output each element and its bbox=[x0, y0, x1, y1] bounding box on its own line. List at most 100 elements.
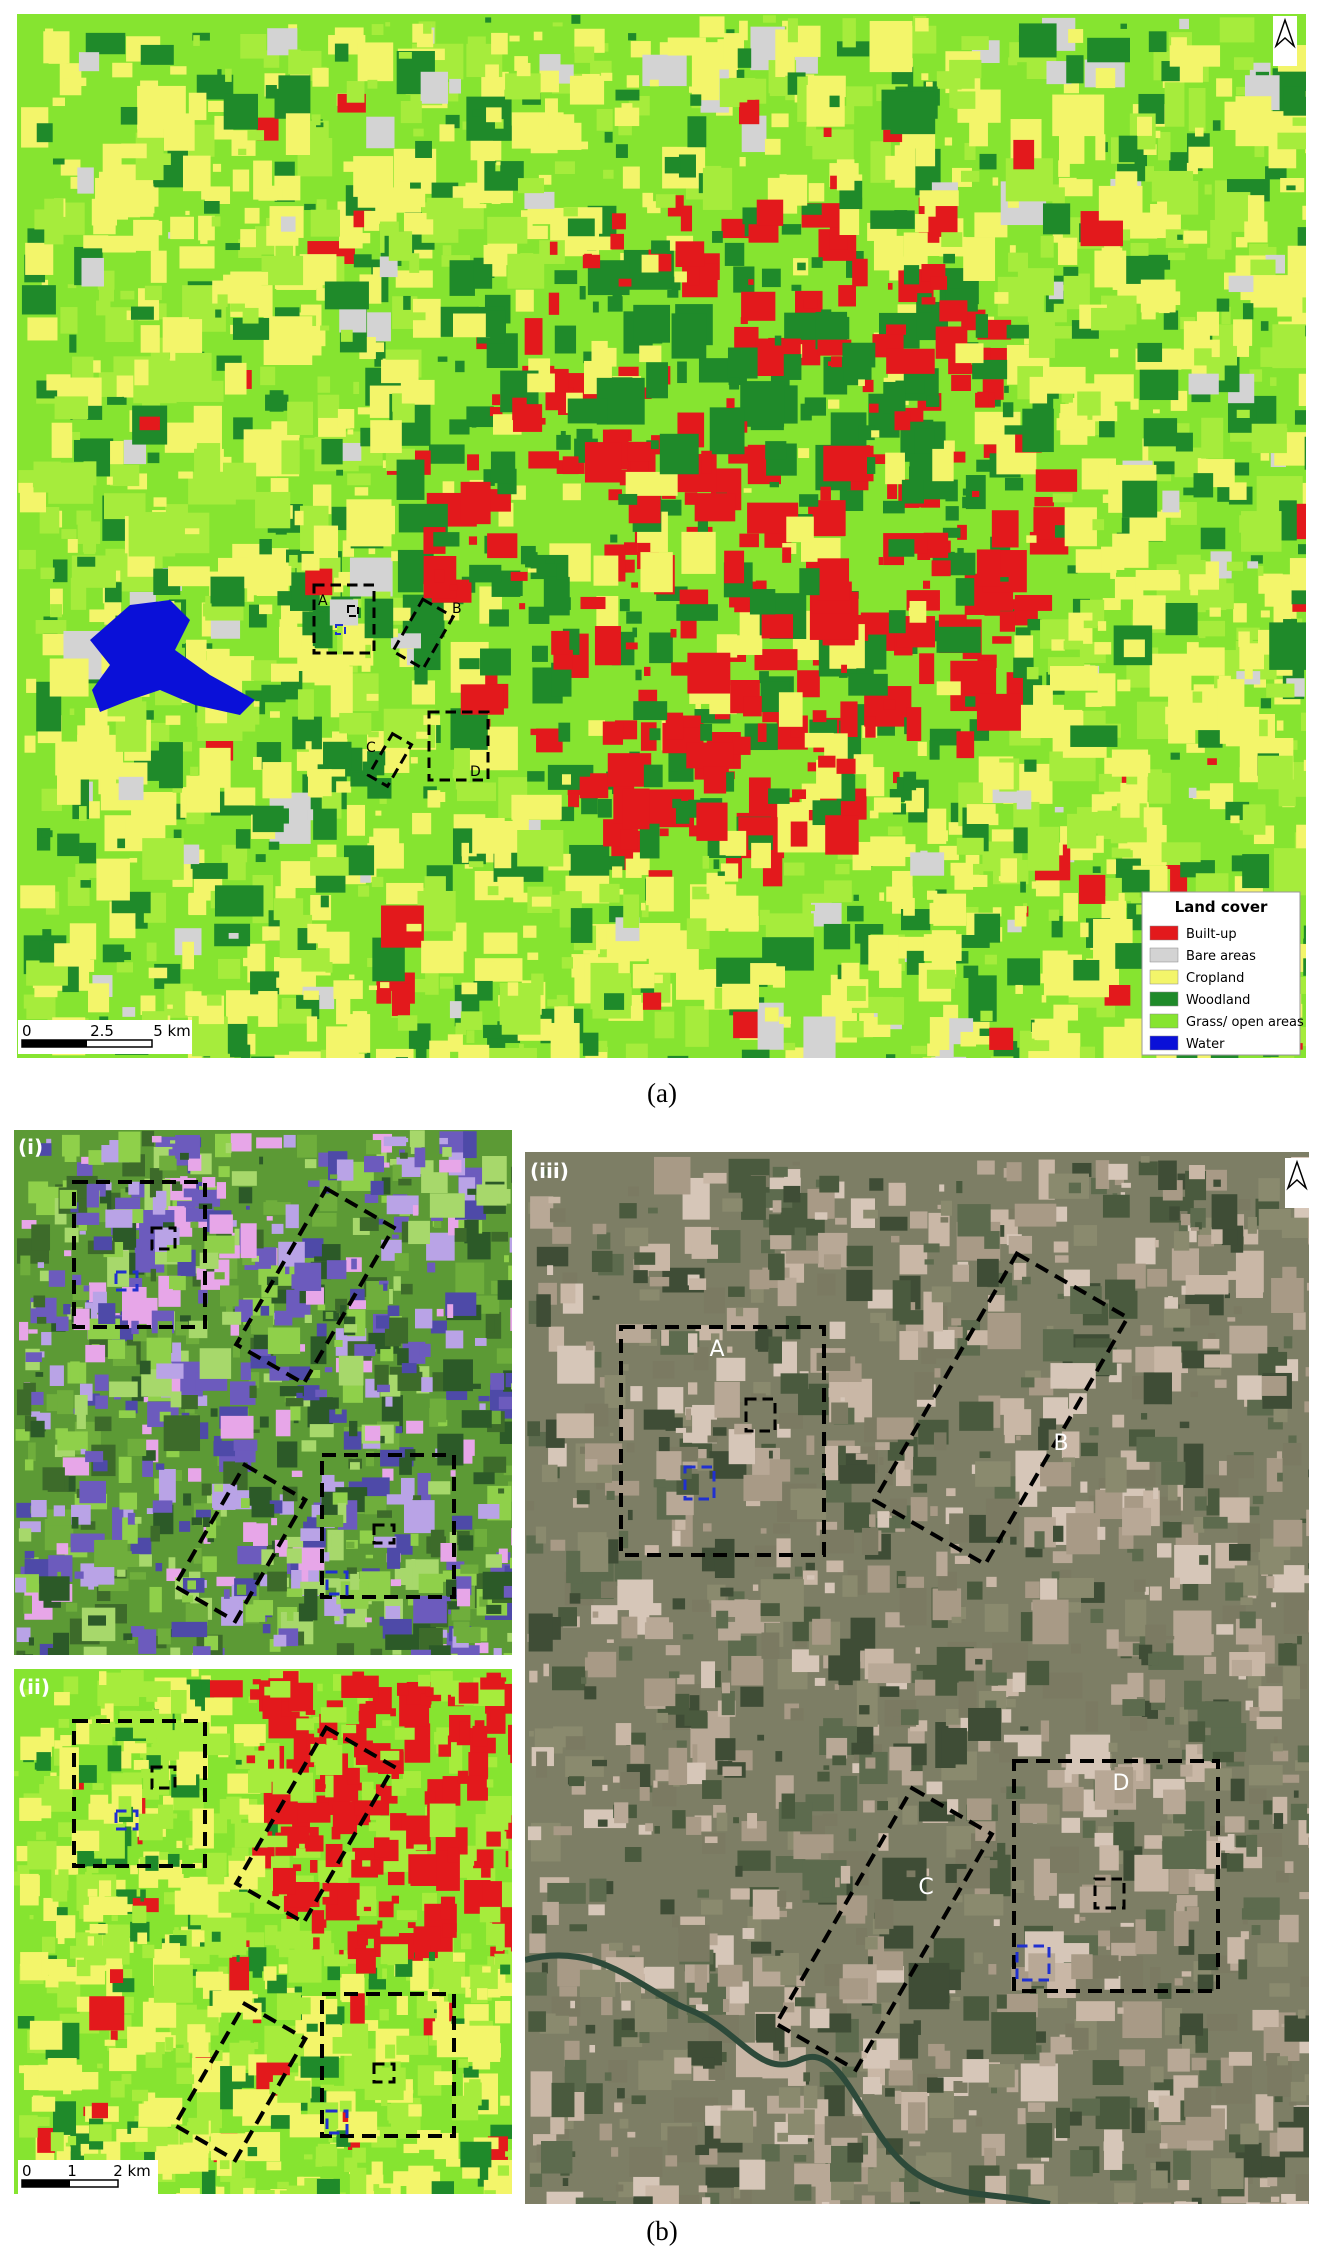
map-texture bbox=[379, 256, 398, 278]
map-texture bbox=[1174, 451, 1198, 478]
map-texture bbox=[1219, 192, 1251, 215]
map-texture bbox=[413, 1595, 447, 1624]
map-texture bbox=[1143, 807, 1163, 828]
map-texture bbox=[675, 241, 705, 267]
map-texture bbox=[410, 757, 418, 764]
map-texture bbox=[687, 1382, 698, 1395]
map-texture bbox=[630, 41, 651, 58]
map-texture bbox=[917, 549, 931, 560]
map-texture bbox=[412, 978, 428, 993]
map-texture bbox=[224, 787, 256, 806]
map-texture bbox=[121, 1286, 147, 1321]
map-texture bbox=[152, 1500, 173, 1513]
map-texture bbox=[439, 945, 452, 957]
map-texture bbox=[554, 270, 578, 285]
map-texture bbox=[580, 596, 606, 610]
map-texture bbox=[54, 1692, 70, 1706]
map-texture bbox=[705, 2167, 743, 2188]
map-texture bbox=[139, 1554, 152, 1567]
map-texture bbox=[217, 958, 241, 979]
map-texture bbox=[144, 285, 162, 301]
map-texture bbox=[601, 1996, 613, 2016]
map-texture bbox=[339, 1949, 344, 1958]
map-texture bbox=[479, 1596, 488, 1607]
map-texture bbox=[352, 772, 365, 786]
map-texture bbox=[1051, 639, 1065, 651]
map-texture bbox=[158, 1468, 176, 1503]
map-texture bbox=[1211, 882, 1217, 889]
map-texture bbox=[118, 1456, 132, 1483]
map-texture bbox=[230, 1133, 252, 1152]
map-texture bbox=[869, 1724, 880, 1736]
map-texture bbox=[1235, 237, 1248, 248]
map-texture bbox=[1052, 94, 1105, 137]
map-texture bbox=[436, 1308, 444, 1317]
map-texture bbox=[285, 1265, 290, 1275]
map-texture bbox=[26, 678, 37, 693]
map-texture bbox=[543, 1663, 549, 1677]
map-texture bbox=[371, 876, 384, 888]
map-texture bbox=[1141, 293, 1156, 320]
map-texture bbox=[58, 1822, 72, 1838]
map-texture bbox=[558, 1607, 578, 1627]
map-texture bbox=[400, 100, 422, 124]
map-texture bbox=[1190, 585, 1199, 596]
map-texture bbox=[543, 1168, 551, 1176]
map-texture bbox=[602, 1784, 608, 1791]
map-texture bbox=[893, 771, 900, 784]
map-texture bbox=[69, 1945, 77, 1959]
map-texture bbox=[27, 1841, 57, 1870]
map-texture bbox=[355, 1782, 362, 1791]
map-texture bbox=[725, 830, 747, 856]
map-texture bbox=[138, 1629, 157, 1654]
map-texture bbox=[89, 1723, 113, 1746]
map-texture bbox=[171, 2123, 177, 2128]
map-texture bbox=[1002, 402, 1014, 418]
map-texture bbox=[378, 1901, 394, 1918]
map-texture bbox=[1009, 245, 1016, 253]
map-texture bbox=[508, 1265, 512, 1284]
map-texture bbox=[1278, 787, 1296, 807]
map-texture bbox=[28, 1329, 38, 1334]
map-texture bbox=[317, 2143, 338, 2167]
map-texture bbox=[1266, 1457, 1283, 1492]
map-texture bbox=[1297, 544, 1306, 555]
map-texture bbox=[329, 599, 359, 626]
map-texture bbox=[342, 1733, 361, 1744]
map-texture bbox=[361, 1781, 374, 1797]
map-texture bbox=[692, 886, 710, 900]
map-texture bbox=[625, 1043, 648, 1058]
map-texture bbox=[261, 255, 304, 286]
map-texture bbox=[1251, 423, 1287, 454]
map-texture bbox=[750, 915, 759, 931]
map-texture bbox=[1270, 1056, 1295, 1058]
map-texture bbox=[1027, 312, 1038, 323]
map-texture bbox=[672, 798, 682, 809]
map-texture bbox=[383, 1136, 407, 1147]
map-texture bbox=[418, 1573, 444, 1594]
map-texture bbox=[449, 419, 470, 435]
map-texture bbox=[866, 767, 885, 797]
map-texture bbox=[927, 808, 947, 844]
map-texture bbox=[41, 1332, 52, 1346]
map-texture bbox=[156, 1363, 184, 1379]
map-texture bbox=[204, 200, 220, 214]
map-texture bbox=[949, 59, 982, 79]
map-texture bbox=[144, 91, 154, 100]
map-texture bbox=[234, 1724, 266, 1744]
map-texture bbox=[1226, 561, 1243, 571]
map-texture bbox=[134, 1516, 142, 1524]
map-texture bbox=[368, 731, 379, 738]
map-texture bbox=[732, 736, 751, 755]
map-texture bbox=[185, 991, 199, 1016]
map-texture bbox=[961, 36, 989, 50]
map-texture bbox=[183, 1493, 192, 1506]
map-texture bbox=[966, 804, 996, 824]
map-texture bbox=[269, 711, 280, 718]
map-texture bbox=[929, 1017, 950, 1051]
map-texture bbox=[585, 2024, 596, 2034]
map-texture bbox=[957, 524, 967, 540]
map-texture bbox=[1286, 185, 1296, 191]
map-texture bbox=[697, 1889, 710, 1898]
map-texture bbox=[675, 1518, 686, 1530]
